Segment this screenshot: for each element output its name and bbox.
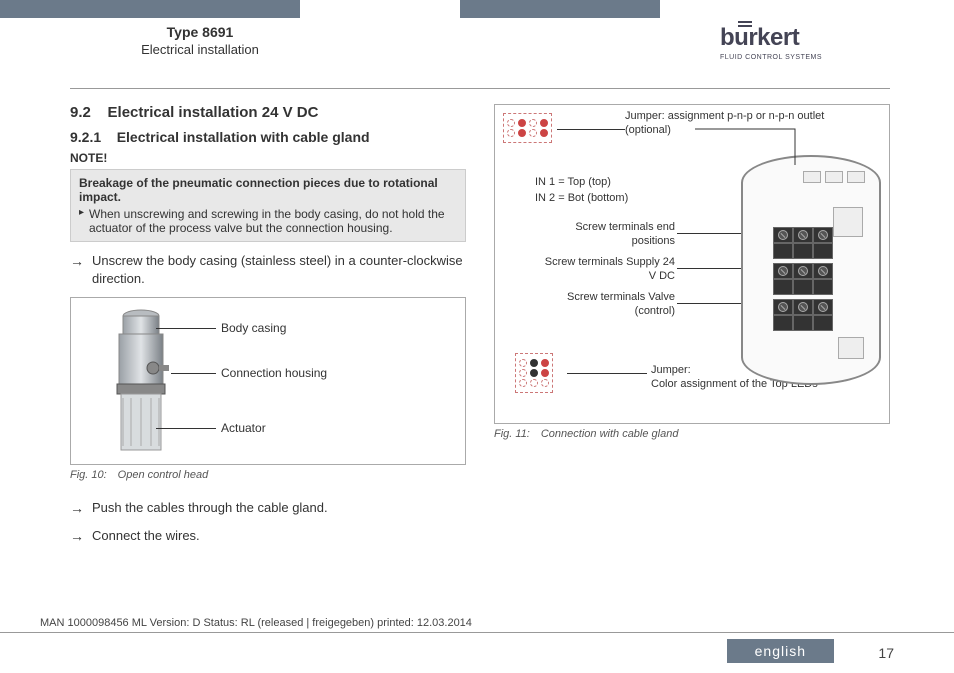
note-bullet: When unscrewing and screwing in the body… <box>79 207 457 235</box>
label-in2: IN 2 = Bot (bottom) <box>535 191 628 205</box>
line-jumper-top <box>557 129 625 130</box>
label-term-supply-text: Screw terminals Supply 24 V DC <box>545 256 675 282</box>
header-divider <box>70 88 890 89</box>
logo-tagline: FLUID CONTROL SYSTEMS <box>720 54 860 61</box>
top-bar-1 <box>0 0 300 18</box>
terminal-block-3 <box>773 299 833 331</box>
label-body-casing: Body casing <box>221 321 286 335</box>
line-jumper-bottom <box>567 373 647 374</box>
top-accent-bars <box>0 0 954 18</box>
content-columns: 9.2 Electrical installation 24 V DC 9.2.… <box>70 104 890 554</box>
logo-bars-icon <box>738 21 752 29</box>
figure-10-box: Body casing Connection housing Actuator <box>70 297 466 465</box>
callout-line-1 <box>156 328 216 329</box>
jumper-block-top <box>503 113 552 143</box>
header-text: Type 8691 Electrical installation <box>70 24 330 57</box>
callout-line-2 <box>171 373 216 374</box>
jumper-block-bottom <box>515 353 553 393</box>
fig10-caption: Fig. 10: Open control head <box>70 469 466 481</box>
step-2: Push the cables through the cable gland. <box>70 499 466 517</box>
h2-number: 9.2 <box>70 104 91 121</box>
terminal-block-2 <box>773 263 833 295</box>
note-box: Breakage of the pneumatic connection pie… <box>70 169 466 242</box>
logo-wordmark: burkert <box>720 24 860 52</box>
logo-name: burkert <box>720 24 799 51</box>
label-term-end-text: Screw terminals end positions <box>575 221 675 247</box>
label-in1: IN 1 = Top (top) <box>535 175 611 189</box>
h3-number: 9.2.1 <box>70 129 101 145</box>
h2-text: Electrical installation 24 V DC <box>108 104 319 121</box>
doc-type: Type 8691 <box>70 24 330 40</box>
h3-text: Electrical installation with cable gland <box>117 129 370 145</box>
callout-line-3 <box>156 428 216 429</box>
step-1: Unscrew the body casing (stainless steel… <box>70 252 466 287</box>
label-connection-housing: Connection housing <box>221 366 327 380</box>
label-term-valve: Screw terminals Valve (control) <box>535 290 675 319</box>
pcb-chip-2 <box>825 171 843 183</box>
language-badge: english <box>727 639 834 663</box>
label-jumper-bottom-1: Jumper: <box>651 364 691 376</box>
footer-divider <box>0 632 954 633</box>
pcb-chip-3 <box>847 171 865 183</box>
note-bold: Breakage of the pneumatic connection pie… <box>79 176 457 204</box>
actuator-diagram <box>101 308 181 456</box>
fig11-caption: Fig. 11: Connection with cable gland <box>494 428 890 440</box>
note-label: NOTE! <box>70 151 466 165</box>
page-header: Type 8691 Electrical installation burker… <box>70 24 890 84</box>
pcb-chip-5 <box>838 337 864 359</box>
heading-9-2-1: 9.2.1 Electrical installation with cable… <box>70 129 466 145</box>
footer-meta: MAN 1000098456 ML Version: D Status: RL … <box>40 617 472 629</box>
terminal-block-1 <box>773 227 833 259</box>
label-actuator: Actuator <box>221 421 266 435</box>
step-3: Connect the wires. <box>70 527 466 545</box>
right-column: Jumper: assignment p-n-p or n-p-n outlet… <box>494 104 890 554</box>
top-bar-2 <box>460 0 660 18</box>
connector-line-top <box>695 125 815 175</box>
brand-logo: burkert FLUID CONTROL SYSTEMS <box>720 24 860 61</box>
label-term-end: Screw terminals end positions <box>535 220 675 249</box>
doc-section: Electrical installation <box>70 42 330 57</box>
page-number: 17 <box>878 645 894 661</box>
figure-11-box: Jumper: assignment p-n-p or n-p-n outlet… <box>494 104 890 424</box>
label-term-supply: Screw terminals Supply 24 V DC <box>535 255 675 284</box>
left-column: 9.2 Electrical installation 24 V DC 9.2.… <box>70 104 466 554</box>
heading-9-2: 9.2 Electrical installation 24 V DC <box>70 104 466 121</box>
label-term-valve-text: Screw terminals Valve (control) <box>567 291 675 317</box>
pcb-diagram <box>741 155 881 385</box>
pcb-chip-4 <box>833 207 863 237</box>
